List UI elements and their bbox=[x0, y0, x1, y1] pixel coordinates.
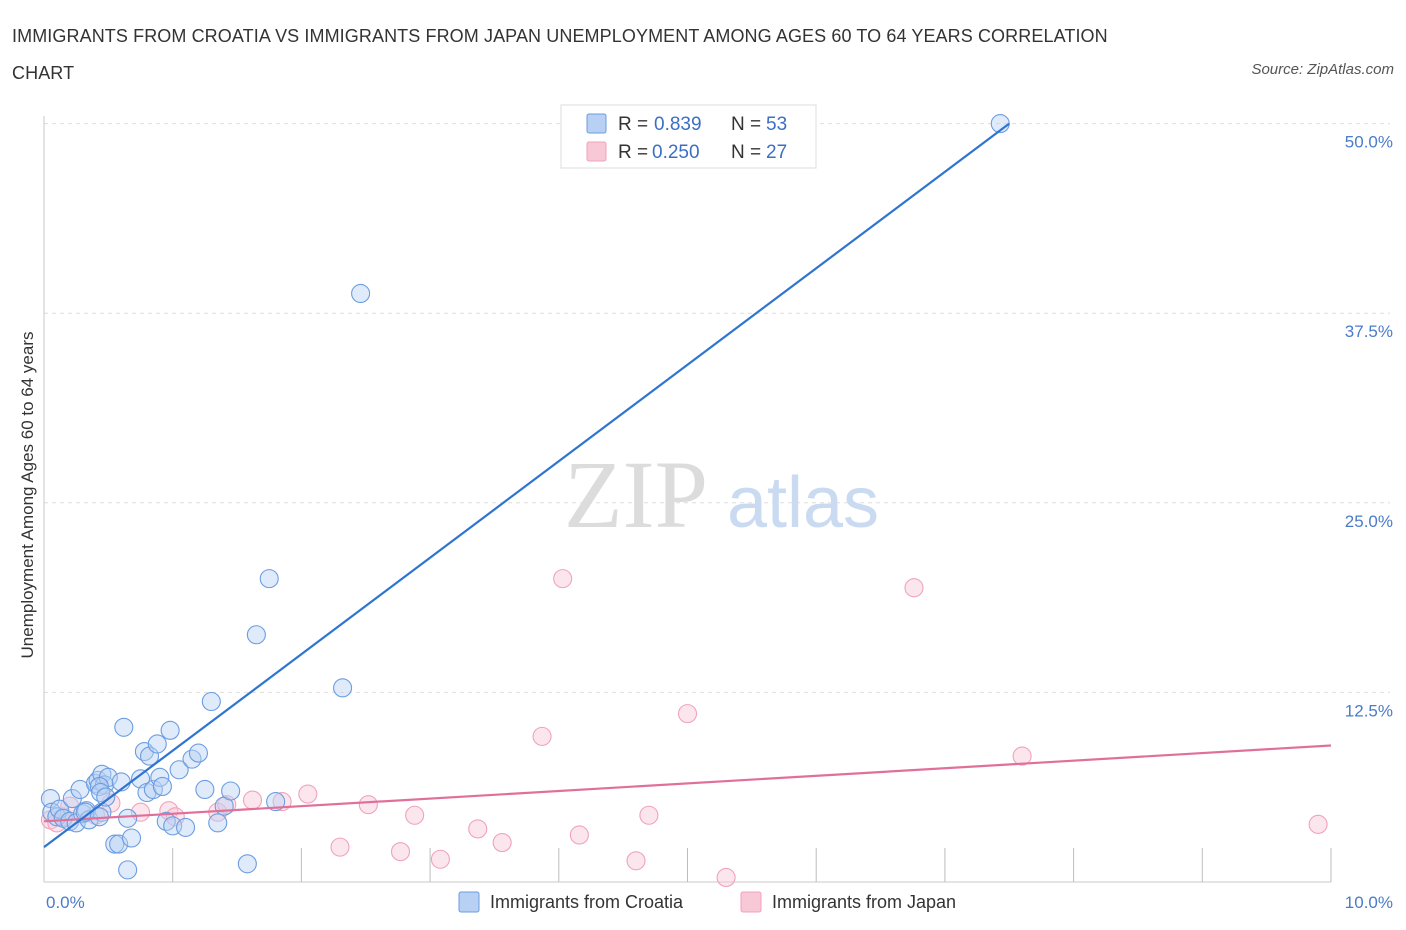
croatia-point-48 bbox=[221, 781, 241, 801]
croatia-point-49 bbox=[237, 854, 257, 874]
trend-lines bbox=[43, 122, 1332, 848]
japan-point-11 bbox=[242, 790, 263, 810]
croatia-point-44 bbox=[195, 779, 215, 800]
bottom-japan-label: Immigrants from Japan bbox=[772, 892, 956, 912]
japan-points bbox=[40, 569, 1328, 887]
croatia-point-34 bbox=[147, 734, 167, 754]
japan-point-30 bbox=[1308, 814, 1328, 834]
chart-title: IMMIGRANTS FROM CROATIA VS IMMIGRANTS FR… bbox=[12, 26, 1108, 83]
japan-point-17 bbox=[405, 805, 425, 825]
croatia-point-25 bbox=[114, 717, 134, 737]
japan-r-value: 0.250 bbox=[652, 142, 700, 163]
croatia-n-value: 53 bbox=[766, 114, 787, 135]
croatia-point-51 bbox=[259, 569, 279, 589]
japan-point-29 bbox=[1012, 746, 1032, 766]
croatia-point-43 bbox=[188, 743, 208, 763]
japan-point-14 bbox=[330, 837, 350, 857]
croatia-point-53 bbox=[333, 678, 353, 698]
source-label: Source: ZipAtlas.com bbox=[1251, 61, 1394, 78]
japan-point-15 bbox=[358, 795, 378, 815]
croatia-point-22 bbox=[96, 787, 116, 807]
croatia-point-36 bbox=[152, 776, 172, 796]
croatia-point-38 bbox=[160, 720, 180, 740]
croatia-point-52 bbox=[266, 792, 286, 812]
croatia-r-label: R = bbox=[618, 114, 648, 135]
x-tick-label-0: 0.0% bbox=[46, 893, 85, 912]
japan-point-22 bbox=[553, 569, 573, 589]
croatia-point-40 bbox=[169, 760, 189, 780]
stats-legend: R = 0.839 N = 53 R = 0.250 N = 27 bbox=[560, 104, 817, 169]
croatia-trend-line bbox=[43, 122, 1010, 848]
japan-point-18 bbox=[430, 849, 450, 869]
bottom-croatia-label: Immigrants from Croatia bbox=[490, 892, 684, 912]
japan-point-28 bbox=[904, 578, 924, 598]
japan-point-23 bbox=[569, 825, 589, 845]
x-tick-label-1: 10.0% bbox=[1345, 893, 1393, 912]
japan-point-27 bbox=[716, 867, 736, 887]
y-tick-label-0: 12.5% bbox=[1345, 701, 1393, 720]
watermark-zip: ZIP bbox=[564, 441, 708, 548]
y-tick-labels: 12.5% 25.0% 37.5% 50.0% bbox=[1345, 133, 1393, 721]
japan-trend-line bbox=[43, 744, 1332, 823]
japan-point-16 bbox=[390, 842, 411, 862]
japan-r-label: R = bbox=[618, 142, 648, 163]
bottom-croatia-swatch bbox=[458, 891, 480, 913]
x-tick-marks bbox=[172, 848, 1332, 882]
bottom-legend: Immigrants from Croatia Immigrants from … bbox=[458, 891, 956, 913]
y-axis-label: Unemployment Among Ages 60 to 64 years bbox=[18, 332, 37, 659]
croatia-point-18 bbox=[89, 776, 109, 796]
croatia-swatch bbox=[586, 113, 607, 134]
croatia-point-56 bbox=[118, 860, 138, 880]
japan-n-label: N = bbox=[731, 142, 761, 163]
croatia-point-46 bbox=[208, 813, 228, 833]
croatia-points bbox=[40, 114, 1010, 880]
croatia-point-50 bbox=[246, 625, 266, 645]
japan-point-25 bbox=[639, 805, 659, 825]
croatia-point-32 bbox=[139, 746, 160, 766]
croatia-point-41 bbox=[176, 817, 196, 837]
croatia-point-28 bbox=[121, 828, 142, 848]
croatia-point-54 bbox=[351, 283, 371, 304]
croatia-r-value: 0.839 bbox=[654, 114, 702, 135]
y-tick-label-1: 25.0% bbox=[1345, 512, 1393, 531]
croatia-point-12 bbox=[75, 802, 95, 822]
watermark-atlas: atlas bbox=[727, 463, 879, 543]
japan-point-26 bbox=[677, 704, 698, 724]
japan-swatch bbox=[586, 141, 607, 162]
croatia-point-45 bbox=[201, 691, 221, 712]
y-tick-label-2: 37.5% bbox=[1345, 322, 1393, 341]
bottom-japan-swatch bbox=[740, 891, 762, 913]
croatia-n-label: N = bbox=[731, 114, 761, 135]
japan-n-value: 27 bbox=[766, 142, 787, 163]
grid-lines bbox=[44, 123, 1390, 693]
japan-point-13 bbox=[298, 784, 318, 804]
x-tick-labels: 0.0% 10.0% bbox=[46, 893, 1393, 912]
japan-point-21 bbox=[532, 726, 552, 746]
japan-point-19 bbox=[468, 819, 488, 839]
y-tick-label-3: 50.0% bbox=[1345, 133, 1393, 152]
watermark: ZIP atlas bbox=[564, 441, 879, 548]
croatia-point-26 bbox=[118, 808, 138, 828]
japan-point-24 bbox=[626, 851, 646, 871]
japan-point-20 bbox=[492, 833, 512, 853]
